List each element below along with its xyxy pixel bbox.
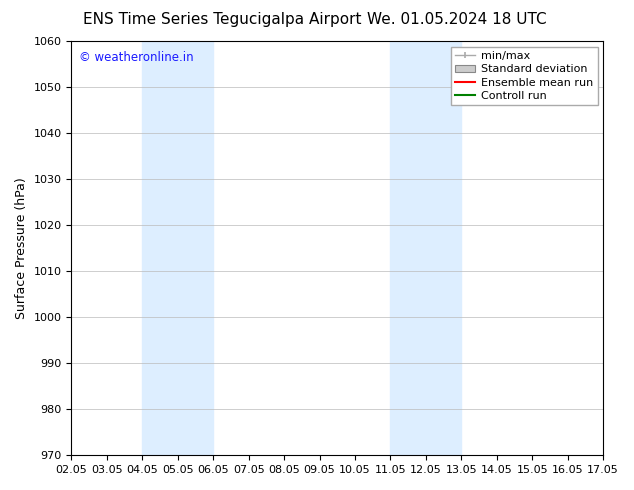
Bar (142, 41, 213, 455)
Legend: min/max, Standard deviation, Ensemble mean run, Controll run: min/max, Standard deviation, Ensemble me… (451, 47, 598, 105)
Text: We. 01.05.2024 18 UTC: We. 01.05.2024 18 UTC (366, 12, 547, 27)
Text: ENS Time Series Tegucigalpa Airport: ENS Time Series Tegucigalpa Airport (82, 12, 361, 27)
Y-axis label: Surface Pressure (hPa): Surface Pressure (hPa) (15, 177, 28, 319)
Text: © weatheronline.in: © weatheronline.in (79, 51, 194, 64)
Bar (391, 41, 462, 455)
